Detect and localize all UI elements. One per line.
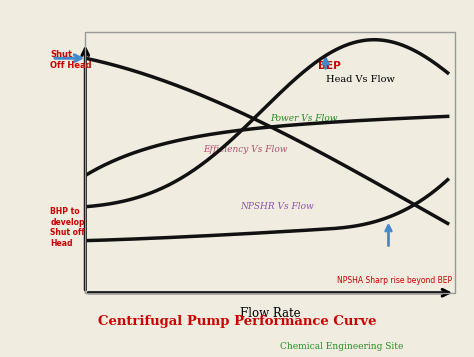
Text: Efficiency Vs Flow: Efficiency Vs Flow	[204, 145, 288, 154]
Text: NPSHA Sharp rise beyond BEP: NPSHA Sharp rise beyond BEP	[337, 276, 452, 285]
Text: Flow Rate: Flow Rate	[240, 307, 301, 320]
Text: Chemical Engineering Site: Chemical Engineering Site	[280, 342, 403, 351]
Text: Centrifugal Pump Performance Curve: Centrifugal Pump Performance Curve	[98, 315, 376, 328]
Text: Shut
Off Head: Shut Off Head	[50, 50, 92, 70]
Text: NPSHR Vs Flow: NPSHR Vs Flow	[241, 202, 314, 211]
Text: Power Vs Flow: Power Vs Flow	[270, 114, 337, 123]
Text: Head Vs Flow: Head Vs Flow	[326, 75, 394, 84]
Text: BEP: BEP	[318, 61, 341, 71]
Text: BHP to
develop
Shut off
Head: BHP to develop Shut off Head	[50, 207, 85, 248]
